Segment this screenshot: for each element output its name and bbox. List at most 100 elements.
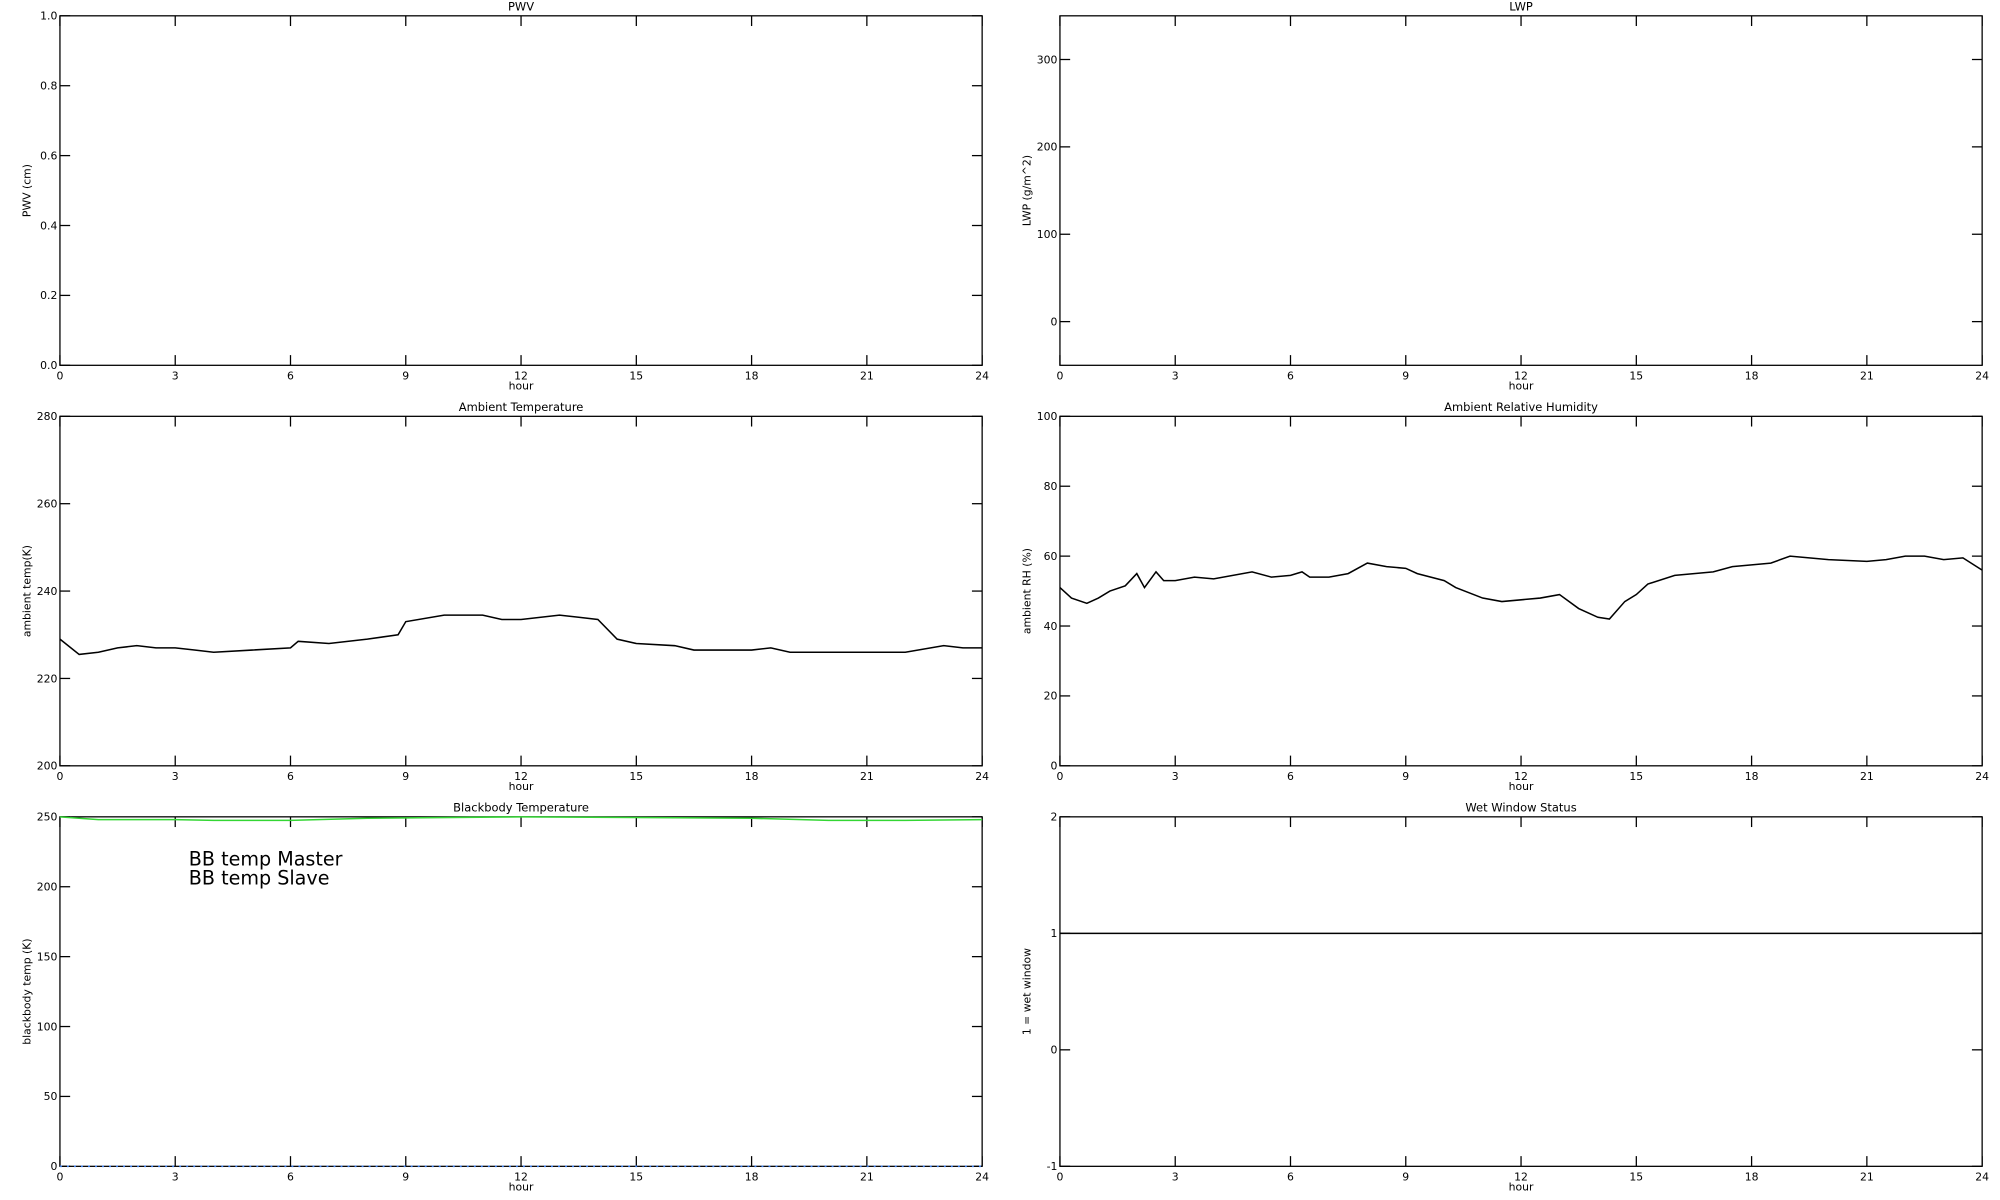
x-tick-label: 3 [1172,1170,1179,1183]
x-tick-label: 3 [1172,770,1179,783]
y-tick-label: 0.8 [40,80,57,93]
y-tick-label: 50 [44,1090,58,1103]
x-tick-label: 21 [1860,770,1874,783]
plot-frame [1059,816,1983,1167]
chart-title: Ambient Relative Humidity [1444,400,1598,414]
y-tick-label: 200 [1037,141,1058,154]
x-tick-label: 12 [514,369,528,382]
data-line [59,816,983,822]
x-tick-label: 0 [57,770,64,783]
x-tick-label: 6 [1287,770,1294,783]
y-tick-label: 40 [1044,620,1058,633]
x-tick-label: 24 [1975,1170,1989,1183]
plot-frame [1059,15,1983,366]
y-tick-label: 0.2 [40,289,57,302]
y-tick-label: 0 [1051,1044,1058,1057]
legend-entry: BB temp Master [189,847,343,870]
x-tick-label: 21 [1860,1170,1874,1183]
x-tick-label: 0 [1057,1170,1064,1183]
y-axis-label: blackbody temp (K) [21,938,34,1044]
x-tick-label: 15 [1629,770,1643,783]
x-tick-label: 0 [57,1170,64,1183]
y-tick-label: 220 [37,672,58,685]
x-axis-label: hour [1509,1181,1534,1194]
y-tick-label: 100 [37,1020,58,1033]
x-axis-label: hour [1509,380,1534,393]
chart-title: Wet Window Status [1465,801,1576,815]
x-tick-label: 0 [1057,770,1064,783]
x-tick-label: 18 [745,369,759,382]
x-tick-label: 6 [287,1170,294,1183]
x-tick-label: 24 [975,770,989,783]
x-tick-label: 18 [1745,1170,1759,1183]
y-tick-label: 0 [1051,315,1058,328]
x-tick-label: 3 [172,369,179,382]
x-tick-label: 18 [745,1170,759,1183]
chart-title: Blackbody Temperature [453,801,589,815]
plot-frame [59,415,983,767]
y-tick-label: 240 [37,585,58,598]
y-tick-label: 280 [37,410,58,423]
x-tick-label: 15 [629,770,643,783]
y-tick-label: 2 [1051,811,1058,824]
x-tick-label: 12 [514,1170,528,1183]
y-tick-label: 0 [1051,760,1058,773]
x-tick-label: 6 [1287,369,1294,382]
x-tick-label: 18 [745,770,759,783]
chart-title: LWP [1509,0,1533,14]
x-tick-label: 24 [1975,770,1989,783]
x-axis-label: hour [509,780,534,793]
x-tick-label: 15 [1629,1170,1643,1183]
x-tick-label: 6 [287,770,294,783]
x-tick-label: 21 [1860,369,1874,382]
x-tick-label: 9 [1402,770,1409,783]
y-tick-label: 0 [51,1160,58,1173]
legend-entry: BB temp Slave [189,866,330,889]
x-tick-label: 12 [1514,770,1528,783]
chart-title: Ambient Temperature [459,400,584,414]
x-tick-label: 0 [57,369,64,382]
data-line [1059,555,1983,620]
x-tick-label: 9 [402,369,409,382]
x-tick-label: 3 [172,770,179,783]
x-tick-label: 6 [1287,1170,1294,1183]
y-axis-label: 1 = wet window [1021,948,1034,1035]
x-tick-label: 15 [1629,369,1643,382]
y-tick-label: 0.0 [40,359,57,372]
y-tick-label: 60 [1044,550,1058,563]
x-tick-label: 24 [975,1170,989,1183]
y-tick-label: -1 [1047,1160,1058,1173]
x-tick-label: 15 [629,369,643,382]
y-tick-label: 0.4 [40,219,57,232]
y-tick-label: 80 [1044,480,1058,493]
y-tick-label: 1.0 [40,10,57,23]
y-tick-label: 200 [37,760,58,773]
y-tick-label: 1 [1051,927,1058,940]
x-tick-label: 15 [629,1170,643,1183]
y-axis-label: ambient temp(K) [21,545,34,637]
x-tick-label: 21 [860,369,874,382]
x-tick-label: 0 [1057,369,1064,382]
y-axis-label: PWV (cm) [21,164,34,217]
y-axis-label: ambient RH (%) [1021,548,1034,634]
y-tick-label: 260 [37,498,58,511]
x-tick-label: 3 [1172,369,1179,382]
x-tick-label: 24 [1975,369,1989,382]
x-tick-label: 21 [860,1170,874,1183]
chart-title: PWV [508,0,534,14]
x-axis-label: hour [1509,780,1534,793]
x-tick-label: 6 [287,369,294,382]
x-tick-label: 12 [1514,1170,1528,1183]
x-axis-label: hour [509,1181,534,1194]
x-tick-label: 9 [1402,369,1409,382]
x-tick-label: 12 [514,770,528,783]
data-line [59,614,983,656]
x-axis-label: hour [509,380,534,393]
y-tick-label: 250 [37,811,58,824]
y-tick-label: 100 [1037,410,1058,423]
y-tick-label: 150 [37,950,58,963]
x-tick-label: 18 [1745,369,1759,382]
x-tick-label: 9 [402,1170,409,1183]
